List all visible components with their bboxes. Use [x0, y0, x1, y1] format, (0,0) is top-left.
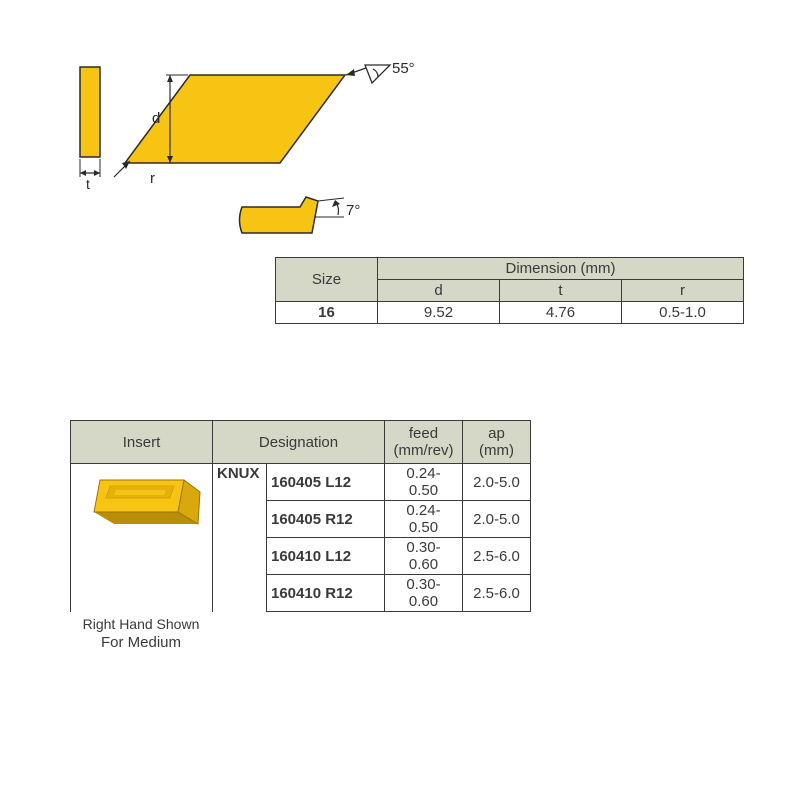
insert-3d-icon [82, 468, 202, 530]
table-row: 160410 R12 [267, 575, 385, 612]
table-row: 160405 L12 [267, 464, 385, 501]
insert-table-block: Insert Designation feed ap (mm/rev) (mm) [70, 420, 531, 651]
dim-col-t: t [500, 280, 622, 302]
insert-caption: Right Hand Shown For Medium [70, 616, 212, 651]
feed-val: 0.24-0.50 [385, 501, 463, 538]
dim-size-val: 16 [276, 302, 378, 324]
ap-val: 2.0-5.0 [463, 464, 531, 501]
feed-val: 0.30-0.60 [385, 538, 463, 575]
caption-line2: For Medium [70, 634, 212, 651]
dim-size-header: Size [276, 258, 378, 302]
ap-val: 2.5-6.0 [463, 575, 531, 612]
feed-val: 0.30-0.60 [385, 575, 463, 612]
angle-55-label: 55° [392, 60, 415, 77]
dim-col-d: d [378, 280, 500, 302]
dim-r-val: 0.5-1.0 [622, 302, 744, 324]
angle-7-label: 7° [346, 202, 360, 219]
dim-d-label: d [152, 110, 160, 127]
dim-t-val: 4.76 [500, 302, 622, 324]
hdr-ap: ap [463, 421, 531, 443]
designation-prefix: KNUX [213, 464, 267, 612]
hdr-ap-unit: (mm) [463, 442, 531, 464]
ap-val: 2.0-5.0 [463, 501, 531, 538]
dimension-table: Size Dimension (mm) d t r 16 9.52 4.76 0… [275, 257, 744, 324]
insert-image-cell [71, 464, 213, 612]
hdr-designation: Designation [213, 421, 385, 464]
insert-table: Insert Designation feed ap (mm/rev) (mm) [70, 420, 531, 612]
dim-t-label: t [86, 176, 90, 192]
table-row: 160405 R12 [267, 501, 385, 538]
hdr-feed-unit: (mm/rev) [385, 442, 463, 464]
dim-dimension-header: Dimension (mm) [378, 258, 744, 280]
diagram-svg: t d r 55° 7° [70, 55, 470, 265]
hdr-feed: feed [385, 421, 463, 443]
table-row: 160410 L12 [267, 538, 385, 575]
dim-d-val: 9.52 [378, 302, 500, 324]
ap-val: 2.5-6.0 [463, 538, 531, 575]
dim-col-r: r [622, 280, 744, 302]
feed-val: 0.24-0.50 [385, 464, 463, 501]
technical-diagram: t d r 55° 7° [70, 55, 470, 255]
hdr-insert: Insert [71, 421, 213, 464]
dim-r-label: r [150, 170, 155, 187]
caption-line1: Right Hand Shown [70, 616, 212, 632]
